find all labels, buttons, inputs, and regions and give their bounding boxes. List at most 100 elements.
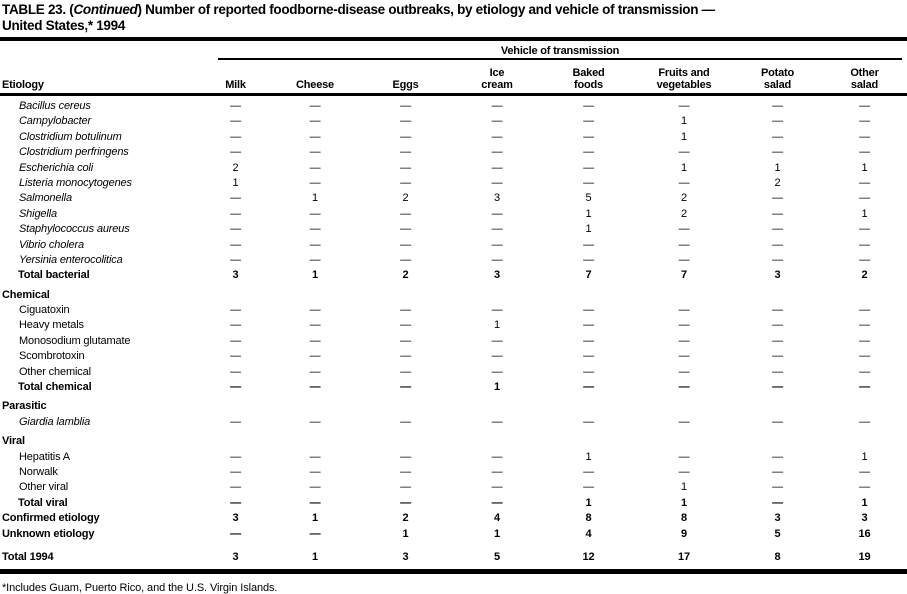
cell-value: —: [400, 334, 411, 347]
table-row: Norwalk — — — — — — — —: [0, 465, 907, 480]
table-row: Monosodium glutamate — — — — — — — —: [0, 334, 907, 349]
cell-value: 2: [681, 192, 687, 205]
cell-value: —: [859, 415, 870, 428]
cell-value: —: [772, 319, 783, 332]
table-row: Clostridium perfringens — — — — — — — —: [0, 145, 907, 160]
column-header-line: Fruits and: [658, 67, 710, 79]
cell-value: 2: [774, 176, 781, 189]
cell-value: —: [772, 192, 783, 205]
cell-value: —: [230, 146, 241, 159]
cell-value: 12: [582, 550, 595, 563]
column-header: Cheese: [271, 60, 359, 93]
title-rule: [0, 37, 907, 41]
cell-value: —: [583, 319, 594, 332]
cell-value: 8: [774, 550, 781, 563]
cell-value: —: [230, 465, 241, 478]
cell-value: 19: [858, 550, 871, 563]
cell-value: —: [491, 450, 503, 463]
cell-value: —: [400, 450, 411, 463]
cell-value: —: [859, 130, 870, 143]
cell-value: —: [400, 365, 411, 378]
row-label: Heavy metals: [19, 319, 84, 332]
cell-value: —: [491, 100, 503, 112]
table-row: Total bacterial 3 1 2 3 7 7 3 2: [0, 268, 907, 283]
table-row: Hepatitis A — — — — 1 — — 1: [0, 450, 907, 465]
cell-value: —: [583, 161, 594, 174]
cell-value: —: [491, 176, 503, 189]
table-row: Unknown etiology — — 1 1 4 9 5 16: [0, 527, 907, 542]
cell-value: —: [583, 238, 594, 251]
cell-value: —: [859, 192, 870, 205]
cell-value: 1: [312, 269, 318, 282]
cell-value: —: [772, 115, 783, 128]
cell-value: 16: [858, 527, 871, 540]
cell-value: 4: [494, 512, 500, 525]
cell-value: 1: [681, 496, 687, 509]
cell-value: 1: [681, 115, 687, 128]
row-label: Vibrio cholera: [19, 238, 84, 251]
cell-value: 1: [861, 450, 868, 463]
section-header-row: Parasitic: [0, 399, 907, 414]
title-continued: Continued: [73, 2, 138, 17]
column-header-line: Ice: [489, 67, 505, 79]
cell-value: —: [400, 481, 411, 494]
cell-value: 8: [585, 512, 592, 525]
cell-value: 5: [585, 192, 592, 205]
cell-value: —: [678, 350, 690, 363]
cell-value: [542, 434, 635, 449]
cell-value: —: [230, 130, 241, 143]
cell-value: —: [859, 238, 870, 251]
table-row: Heavy metals — — — 1 — — — —: [0, 318, 907, 333]
cell-value: —: [678, 100, 690, 112]
table-row: Escherichia coli 2 — — — — 1 1 1: [0, 161, 907, 176]
cell-value: —: [583, 253, 594, 266]
cell-value: —: [772, 130, 783, 143]
cell-value: —: [678, 304, 690, 317]
table-row: Total viral — — — — 1 1 — 1: [0, 496, 907, 511]
cell-value: —: [230, 496, 241, 509]
cell-value: —: [583, 415, 594, 428]
table-row: Other viral — — — — — 1 — —: [0, 480, 907, 495]
row-label: Norwalk: [19, 465, 58, 478]
cell-value: —: [491, 365, 503, 378]
cell-value: —: [230, 253, 241, 266]
section-header-row: Chemical: [0, 288, 907, 303]
cell-value: —: [400, 223, 411, 236]
cell-value: —: [309, 496, 321, 509]
cell-value: —: [230, 527, 241, 540]
cell-value: [271, 288, 359, 303]
cell-value: —: [678, 146, 690, 159]
cell-value: —: [772, 238, 783, 251]
cell-value: —: [859, 115, 870, 128]
cell-value: —: [491, 415, 503, 428]
cell-value: —: [400, 319, 411, 332]
cell-value: —: [400, 161, 411, 174]
cell-value: 9: [681, 527, 687, 540]
cell-value: [635, 434, 733, 449]
section-header-row: Viral: [0, 434, 907, 449]
row-label: Giardia lamblia: [19, 415, 91, 428]
cell-value: —: [772, 100, 783, 112]
cell-value: —: [772, 334, 783, 347]
cell-value: —: [230, 319, 241, 332]
cell-value: 8: [681, 512, 687, 525]
cell-value: —: [309, 207, 321, 220]
cell-value: 3: [774, 512, 781, 525]
cell-value: —: [230, 207, 241, 220]
cell-value: —: [400, 350, 411, 363]
cell-value: 3: [232, 550, 239, 563]
cell-value: 1: [861, 496, 868, 509]
cell-value: —: [859, 176, 870, 189]
cell-value: [635, 399, 733, 414]
cell-value: —: [859, 253, 870, 266]
cell-value: 2: [402, 512, 409, 525]
cell-value: 3: [494, 192, 500, 205]
cell-value: [733, 399, 822, 414]
row-label: Viral: [2, 435, 25, 448]
cell-value: —: [491, 130, 503, 143]
column-header: Potato salad: [733, 60, 822, 93]
table-row: Clostridium botulinum — — — — — 1 — —: [0, 130, 907, 145]
cell-value: —: [583, 304, 594, 317]
cell-value: [359, 434, 452, 449]
cell-value: 2: [861, 269, 868, 282]
